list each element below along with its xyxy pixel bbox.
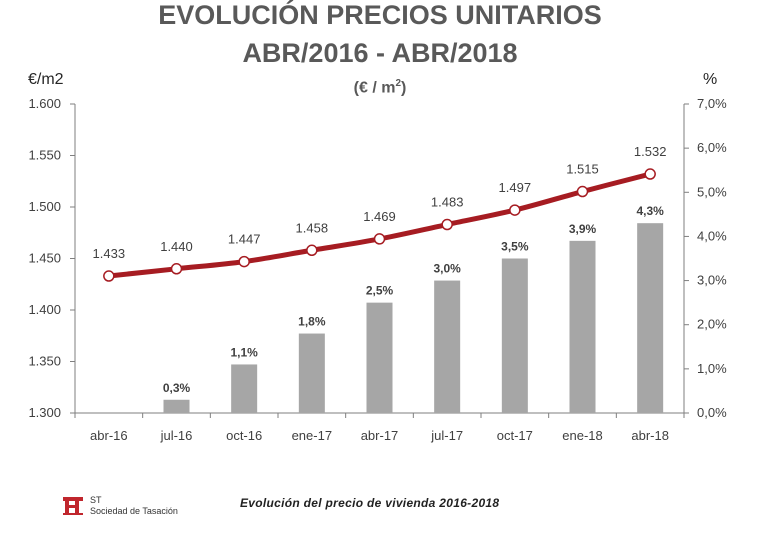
line-point: [441, 218, 453, 231]
x-tick-label: jul-16: [160, 428, 193, 443]
left-tick-label: 1.400: [28, 302, 61, 317]
line-data-label: 1.440: [160, 239, 193, 254]
line-data-label: 1.483: [431, 195, 464, 210]
left-tick-label: 1.550: [28, 148, 61, 163]
line-data-label: 1.497: [499, 180, 532, 195]
bar-data-label: 3,0%: [433, 262, 461, 276]
bar: [434, 280, 461, 413]
x-tick-label: oct-17: [497, 428, 533, 443]
right-tick-label: 3,0%: [697, 273, 727, 288]
bar-data-label: 1,1%: [230, 345, 258, 359]
chart-title-line1: EVOLUCIÓN PRECIOS UNITARIOS: [158, 0, 602, 30]
line-data-label: 1.469: [363, 209, 396, 224]
bar-data-label: 3,9%: [569, 222, 597, 236]
unit-suffix: ): [401, 79, 407, 97]
line-data-label: 1.447: [228, 232, 261, 247]
line-point: [103, 270, 115, 282]
bar: [366, 302, 393, 413]
right-tick-label: 0,0%: [697, 405, 727, 420]
bar: [298, 333, 325, 413]
bar-data-label: 2,5%: [366, 284, 394, 298]
bar: [501, 258, 528, 413]
x-tick-label: abr-16: [90, 428, 128, 443]
logo: ST Sociedad de Tasación: [62, 494, 192, 520]
x-tick-label: oct-16: [226, 428, 262, 443]
line-data-label: 1.433: [93, 246, 126, 261]
x-tick-label: abr-18: [631, 428, 669, 443]
chart-unit-label: (€ / m2): [0, 78, 760, 97]
right-axis-label: %: [703, 71, 717, 88]
x-tick-label: abr-17: [361, 428, 399, 443]
right-tick-label: 1,0%: [697, 361, 727, 376]
line-point: [576, 185, 589, 198]
left-axis-label: €/m2: [28, 71, 64, 88]
left-tick-label: 1.450: [28, 251, 61, 266]
right-tick-label: 2,0%: [697, 317, 727, 332]
x-tick-label: ene-18: [562, 428, 602, 443]
logo-line2: Sociedad de Tasación: [90, 506, 178, 516]
right-tick-label: 6,0%: [697, 140, 727, 155]
line-point: [306, 244, 318, 257]
line-point: [170, 263, 183, 275]
bar: [569, 240, 596, 413]
line-point: [509, 204, 521, 216]
right-tick-label: 7,0%: [697, 96, 727, 111]
bar: [163, 399, 190, 413]
bar-data-label: 1,8%: [298, 315, 326, 329]
line-point: [238, 255, 250, 268]
line-point: [373, 233, 386, 245]
bar-data-label: 0,3%: [163, 381, 191, 395]
right-tick-label: 5,0%: [697, 184, 727, 199]
line-data-label: 1.532: [634, 144, 667, 159]
right-tick-label: 4,0%: [697, 228, 727, 243]
logo-icon: [62, 496, 84, 516]
bar-data-label: 3,5%: [501, 240, 529, 254]
logo-line1: ST: [90, 495, 102, 505]
left-tick-label: 1.600: [28, 96, 61, 111]
bar: [637, 223, 664, 413]
chart-svg: 1.300 1.350 1.400 1.450 1.500 1.550 1.600 0,0% 1…: [28, 71, 727, 443]
left-tick-label: 1.350: [28, 354, 61, 369]
footer-caption: Evolución del precio de vivienda 2016-20…: [240, 496, 500, 510]
chart-title-line2: ABR/2016 - ABR/2018: [242, 38, 518, 68]
line-data-label: 1.515: [566, 162, 599, 177]
unit-superscript: 2: [395, 78, 402, 89]
left-tick-label: 1.300: [28, 405, 61, 420]
x-tick-label: ene-17: [292, 428, 332, 443]
x-tick-label: jul-17: [430, 428, 463, 443]
line-data-label: 1.458: [296, 220, 329, 235]
left-tick-label: 1.500: [28, 199, 61, 214]
bar: [231, 364, 258, 413]
bar-data-label: 4,3%: [636, 204, 664, 218]
unit-prefix: (€ / m: [353, 79, 396, 97]
line-point: [644, 168, 656, 180]
